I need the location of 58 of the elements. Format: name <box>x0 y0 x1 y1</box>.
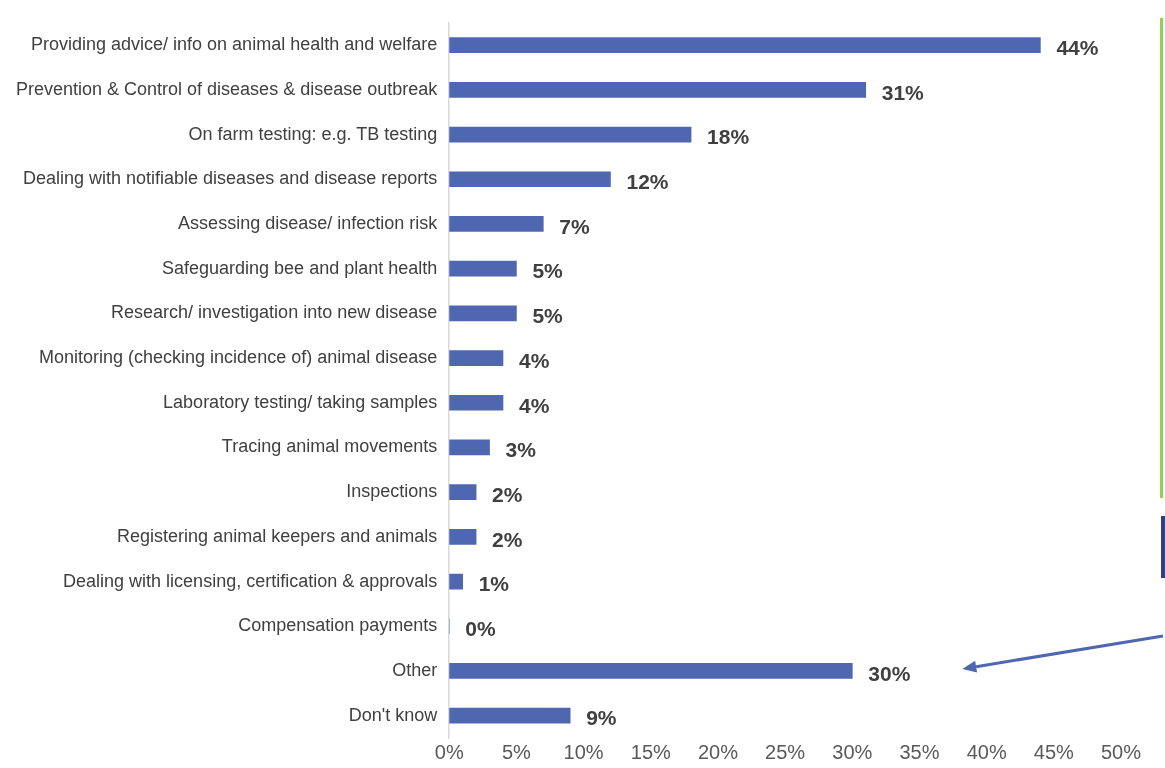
bar <box>449 439 490 456</box>
data-label: 4% <box>518 393 550 417</box>
data-label: 44% <box>1056 35 1099 59</box>
x-tick-label: 50% <box>1100 740 1142 763</box>
bar <box>449 394 504 411</box>
y-tick-label: Providing advice/ info on animal health and welfare <box>30 34 438 55</box>
bar <box>449 484 477 500</box>
data-label: 0% <box>465 617 496 641</box>
x-tick-label: 40% <box>966 740 1007 763</box>
bar <box>449 305 517 322</box>
x-tick-label: 10% <box>563 740 604 763</box>
data-label: 5% <box>532 259 564 283</box>
bar <box>449 663 853 679</box>
bar <box>449 82 867 98</box>
data-label: 2% <box>492 482 523 506</box>
bar <box>449 37 1041 53</box>
y-tick-label: Monitoring (checking incidence of) animal disease <box>39 347 438 368</box>
y-tick-label: Other <box>392 659 438 680</box>
bar <box>449 171 611 188</box>
data-label: 4% <box>518 348 550 372</box>
y-tick-label: Dealing with notifiable diseases and disease reports <box>22 168 438 189</box>
bar <box>449 126 692 143</box>
y-tick-label: Safeguarding bee and plant health <box>162 257 438 278</box>
data-label: 1% <box>478 572 510 596</box>
y-tick-label: Laboratory testing/ taking samples <box>163 391 438 412</box>
x-tick-label: 5% <box>501 740 532 763</box>
x-tick-label: 0% <box>434 740 464 763</box>
x-tick-label: 35% <box>899 740 940 763</box>
y-tick-label: Research/ investigation into new disease <box>111 302 438 323</box>
x-tick-label: 45% <box>1033 740 1075 763</box>
y-tick-label: Compensation payments <box>238 615 438 636</box>
y-tick-label: Don't know <box>348 704 439 725</box>
y-tick-label: Inspections <box>346 481 438 502</box>
x-tick-label: 15% <box>630 740 671 763</box>
bar <box>449 260 517 277</box>
y-tick-label: Tracing animal movements <box>221 436 438 457</box>
y-tick-label: Dealing with licensing, certification & approvals <box>63 570 438 591</box>
bar <box>449 529 477 545</box>
x-tick-label: 25% <box>765 740 806 763</box>
data-label: 7% <box>559 214 590 238</box>
y-tick-label: Prevention & Control of diseases & disease outbreak <box>15 78 439 99</box>
y-tick-label: Registering animal keepers and animals <box>117 525 438 546</box>
bar <box>449 707 571 724</box>
data-label: 18% <box>707 125 750 149</box>
data-label: 3% <box>505 438 537 462</box>
x-tick-label: 20% <box>697 740 739 763</box>
data-label: 31% <box>881 80 925 104</box>
y-tick-label: Assessing disease/ infection risk <box>178 212 439 233</box>
x-tick-label: 30% <box>832 740 873 763</box>
data-label: 5% <box>532 304 564 328</box>
bar <box>449 573 464 590</box>
data-label: 2% <box>492 527 523 551</box>
bar <box>449 216 544 232</box>
data-label: 30% <box>868 661 911 685</box>
bar <box>449 350 504 366</box>
data-label: 9% <box>586 706 617 730</box>
data-label: 12% <box>626 170 669 194</box>
y-tick-label: On farm testing: e.g. TB testing <box>188 123 438 144</box>
